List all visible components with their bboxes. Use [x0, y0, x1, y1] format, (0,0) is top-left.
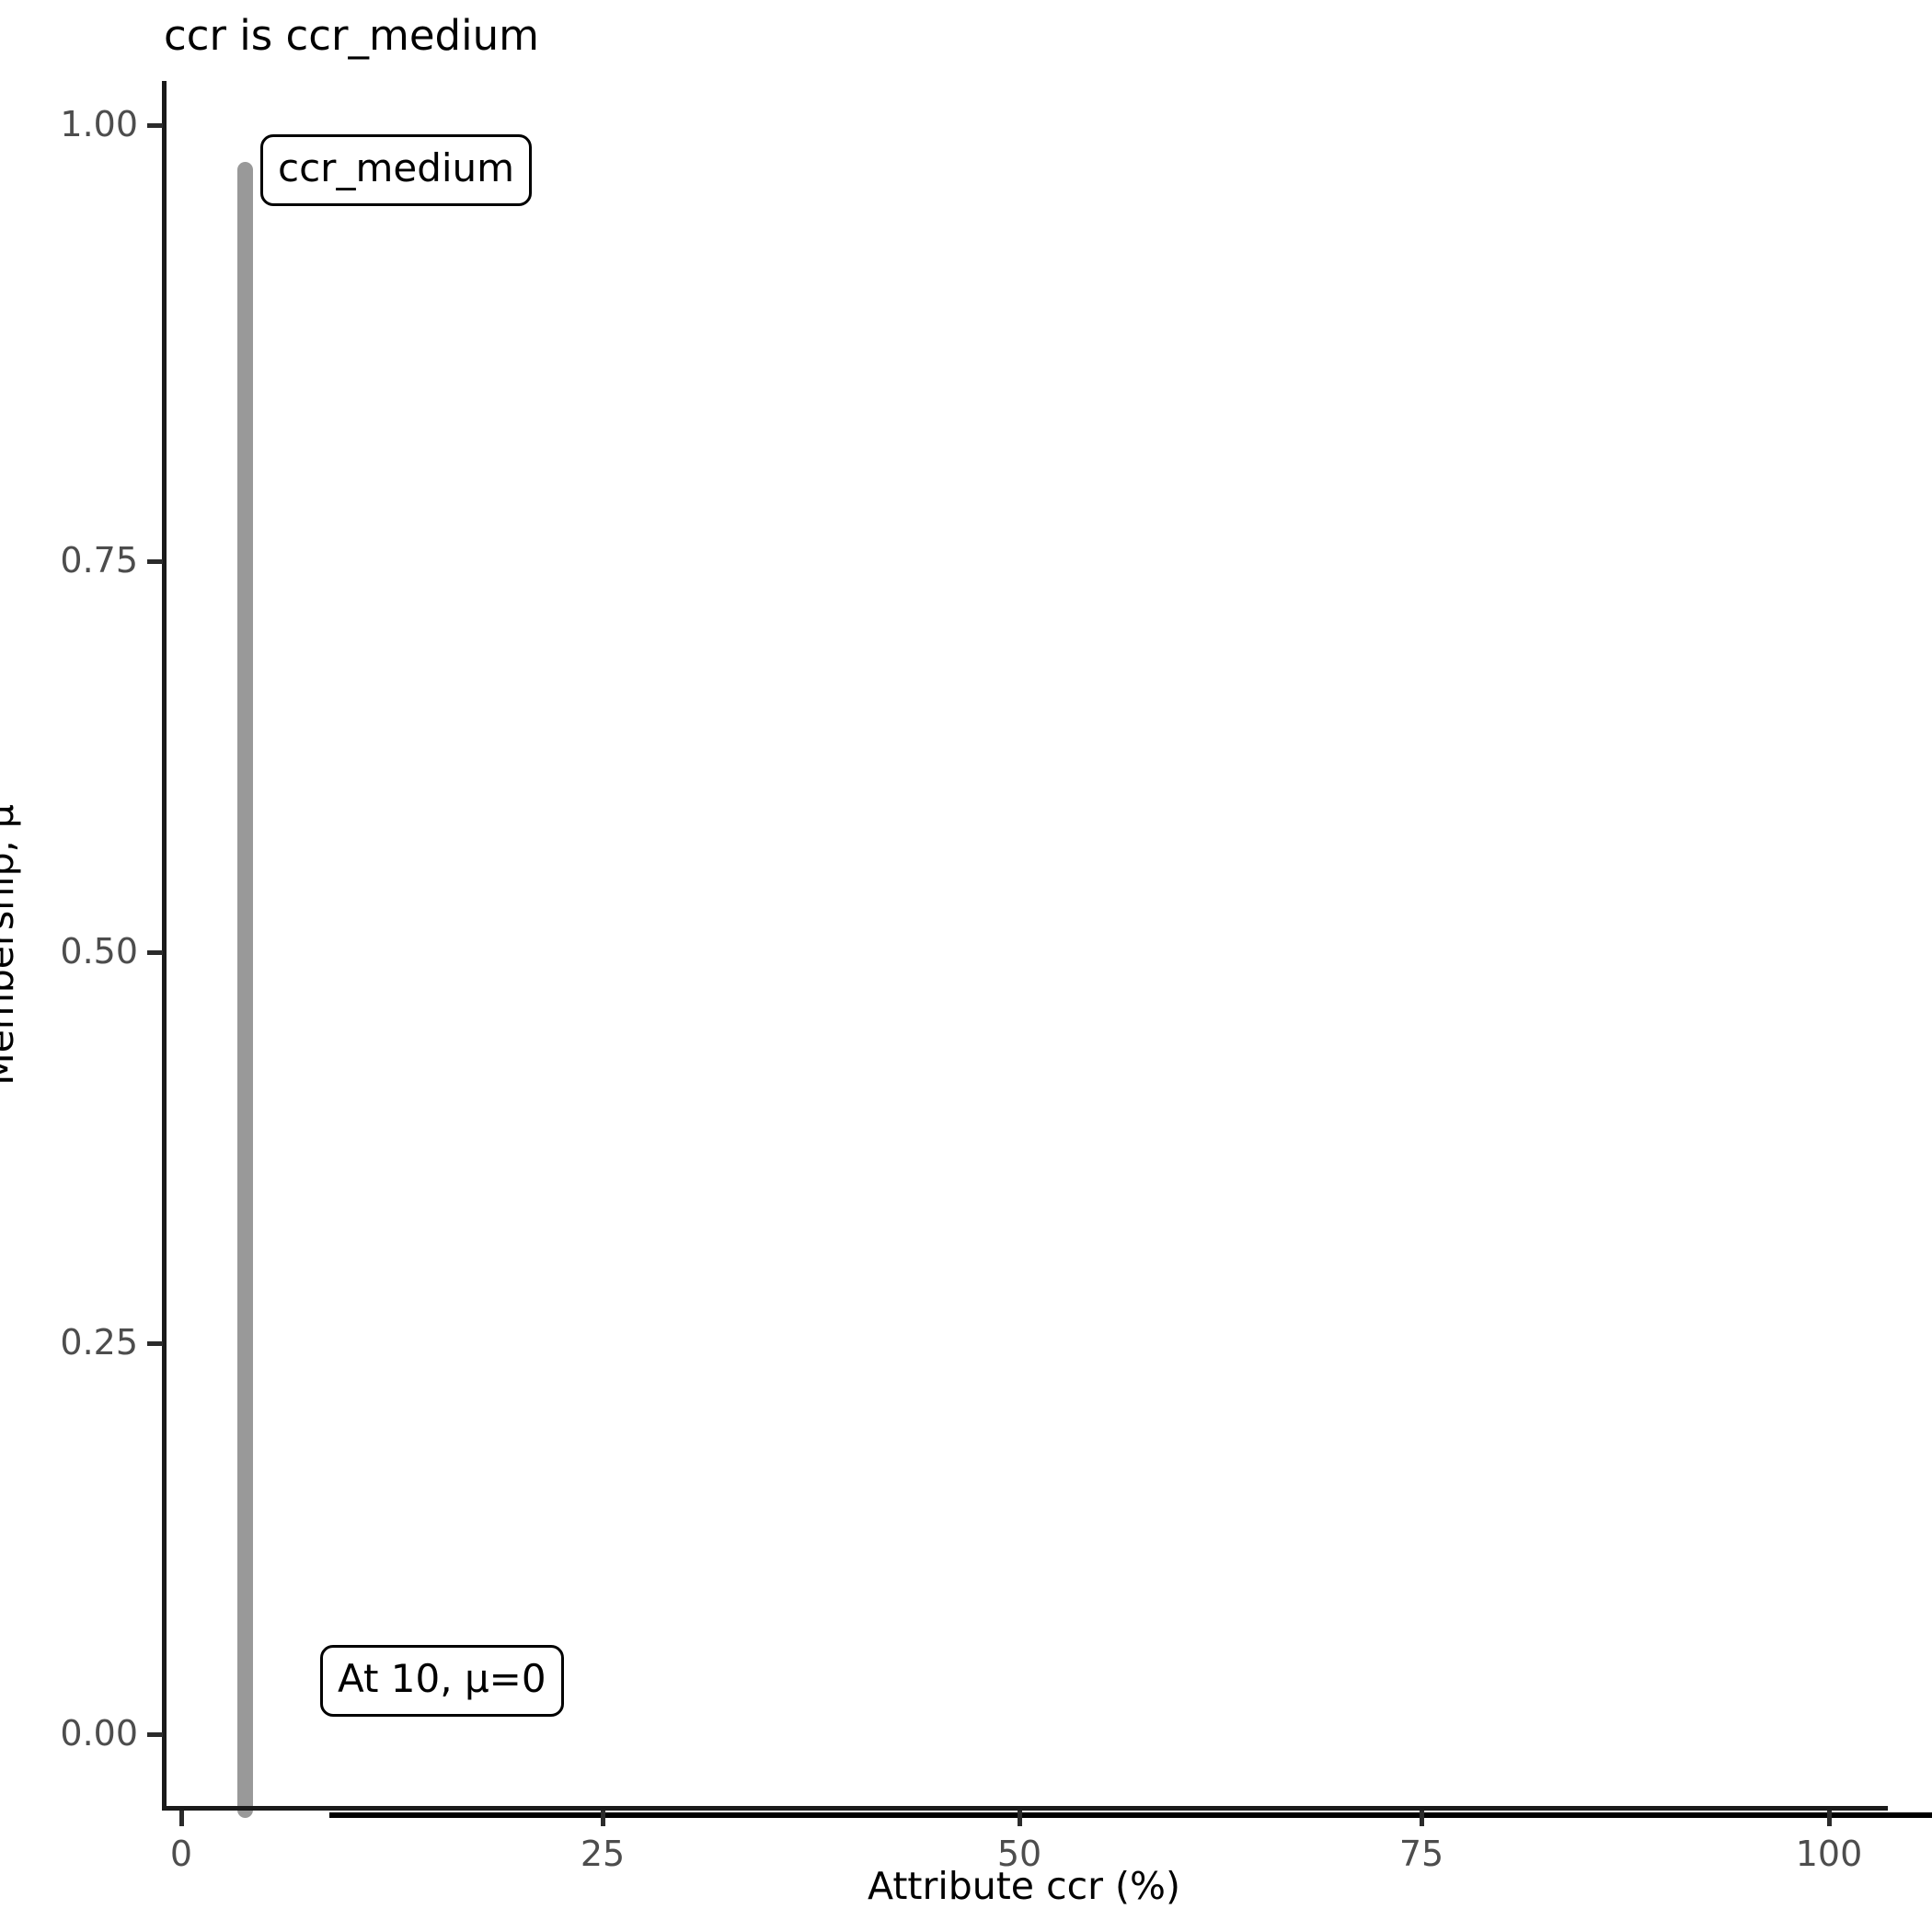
- y-tick-label-2: 0.50: [60, 931, 138, 972]
- x-tick-mark-4: [1827, 1811, 1832, 1826]
- x-tick-mark-3: [1420, 1811, 1424, 1826]
- y-tick-mark-3: [147, 559, 163, 564]
- y-tick-mark-0: [147, 1732, 163, 1737]
- x-tick-mark-0: [179, 1811, 184, 1826]
- y-tick-label-0: 0.00: [60, 1713, 138, 1754]
- series-label-ccr-medium: ccr_medium: [260, 134, 533, 206]
- plot-area: [164, 81, 1932, 1818]
- x-tick-label-0: 0: [169, 1834, 193, 1874]
- x-tick-mark-1: [601, 1811, 605, 1826]
- series-line-ccr-medium: [237, 162, 253, 1818]
- x-tick-label-3: 75: [1398, 1834, 1444, 1874]
- x-tick-label-1: 25: [580, 1834, 626, 1874]
- x-axis-spine: [162, 1806, 1888, 1811]
- y-tick-label-1: 0.25: [60, 1322, 138, 1363]
- series-baseline-zero: [329, 1812, 1932, 1818]
- y-tick-label-4: 1.00: [60, 104, 138, 144]
- y-tick-mark-4: [147, 123, 163, 128]
- annotation-evaluation-point: At 10, μ=0: [320, 1645, 564, 1717]
- x-tick-mark-2: [1018, 1811, 1022, 1826]
- y-axis-title: Membership, μ: [0, 804, 22, 1086]
- y-tick-mark-2: [147, 950, 163, 955]
- y-tick-label-3: 0.75: [60, 540, 138, 581]
- x-tick-label-2: 50: [996, 1834, 1042, 1874]
- page-title: ccr is ccr_medium: [164, 11, 539, 60]
- y-axis-spine: [162, 81, 167, 1811]
- x-tick-label-4: 100: [1795, 1834, 1863, 1874]
- y-tick-mark-1: [147, 1341, 163, 1346]
- x-axis-title: Attribute ccr (%): [868, 1864, 1180, 1908]
